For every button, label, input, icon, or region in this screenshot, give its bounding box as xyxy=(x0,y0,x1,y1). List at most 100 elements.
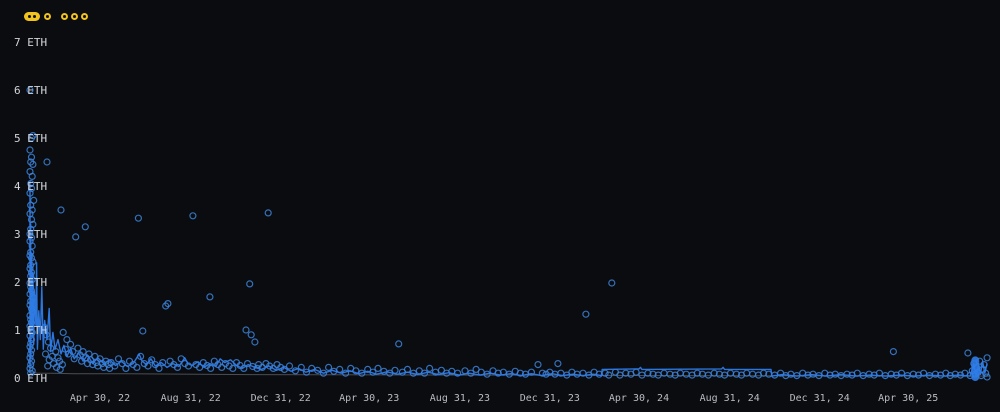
yellow-ring-icon[interactable] xyxy=(71,12,78,20)
sale-point[interactable] xyxy=(218,363,226,371)
sale-point[interactable] xyxy=(710,369,718,377)
sale-point[interactable] xyxy=(538,369,547,377)
sale-point[interactable] xyxy=(27,346,36,354)
sale-point[interactable] xyxy=(285,362,294,370)
sale-point[interactable] xyxy=(189,212,197,220)
sale-point[interactable] xyxy=(155,364,163,372)
sale-point[interactable] xyxy=(27,184,36,192)
sale-point[interactable] xyxy=(56,365,64,373)
sale-point[interactable] xyxy=(28,172,36,180)
end-cluster-bar[interactable] xyxy=(971,356,980,381)
sale-point[interactable] xyxy=(27,234,36,242)
sale-point[interactable] xyxy=(52,363,61,371)
sale-point[interactable] xyxy=(148,356,156,364)
sale-point[interactable] xyxy=(242,326,250,334)
sale-point[interactable] xyxy=(704,371,712,379)
sale-point[interactable] xyxy=(54,354,62,362)
sale-point[interactable] xyxy=(210,357,218,365)
sale-point[interactable] xyxy=(59,328,67,336)
sale-point[interactable] xyxy=(70,355,78,363)
sale-point[interactable] xyxy=(865,370,873,378)
sale-point[interactable] xyxy=(931,370,940,378)
sale-point[interactable] xyxy=(391,366,399,374)
sale-point[interactable] xyxy=(134,214,142,222)
yellow-pill-icon[interactable] xyxy=(24,11,40,21)
sale-point[interactable] xyxy=(374,364,382,372)
sale-point[interactable] xyxy=(246,280,254,288)
sale-point[interactable] xyxy=(302,368,311,376)
sale-point[interactable] xyxy=(264,209,272,217)
sale-point[interactable] xyxy=(164,300,172,308)
sale-point[interactable] xyxy=(27,369,35,377)
sale-point[interactable] xyxy=(693,369,701,377)
sale-point[interactable] xyxy=(28,206,36,214)
sale-point[interactable] xyxy=(608,279,616,287)
sale-point[interactable] xyxy=(897,369,906,377)
sale-point[interactable] xyxy=(247,331,255,339)
sale-point[interactable] xyxy=(207,364,215,372)
sale-point[interactable] xyxy=(41,350,50,358)
sale-point[interactable] xyxy=(314,366,322,374)
sale-point[interactable] xyxy=(715,370,724,378)
sale-point[interactable] xyxy=(649,370,657,378)
sale-point[interactable] xyxy=(44,362,52,370)
sale-point[interactable] xyxy=(29,160,37,168)
sale-point[interactable] xyxy=(72,233,80,241)
sale-point[interactable] xyxy=(951,370,959,378)
sale-point[interactable] xyxy=(887,370,895,378)
sale-point[interactable] xyxy=(395,340,403,348)
sale-point[interactable] xyxy=(139,327,147,335)
sale-point[interactable] xyxy=(229,364,237,372)
sale-point[interactable] xyxy=(732,370,741,378)
sale-point[interactable] xyxy=(748,370,757,378)
sale-point[interactable] xyxy=(759,369,768,377)
sale-point[interactable] xyxy=(325,363,333,371)
sale-point[interactable] xyxy=(206,293,214,301)
sale-point[interactable] xyxy=(534,361,542,369)
sale-point[interactable] xyxy=(63,336,71,344)
sale-point[interactable] xyxy=(66,340,75,348)
sale-point[interactable] xyxy=(27,153,36,161)
sale-point[interactable] xyxy=(666,370,674,378)
sale-point[interactable] xyxy=(79,348,87,356)
sale-point[interactable] xyxy=(352,367,360,375)
sale-point[interactable] xyxy=(682,370,690,378)
yellow-ring-icon[interactable] xyxy=(81,12,88,20)
sale-point[interactable] xyxy=(26,86,34,94)
sale-point[interactable] xyxy=(983,354,991,362)
sale-point[interactable] xyxy=(251,338,259,346)
sale-point[interactable] xyxy=(52,348,60,356)
sale-point[interactable] xyxy=(74,344,82,352)
sale-point[interactable] xyxy=(26,146,34,154)
sale-point[interactable] xyxy=(494,369,502,377)
sale-point[interactable] xyxy=(27,357,36,365)
sale-point[interactable] xyxy=(909,370,917,378)
sale-point[interactable] xyxy=(159,359,167,367)
sale-point[interactable] xyxy=(461,367,469,375)
sale-point[interactable] xyxy=(240,364,248,372)
sale-point[interactable] xyxy=(437,366,445,374)
sale-point[interactable] xyxy=(889,348,898,356)
sale-point[interactable] xyxy=(622,369,630,377)
sale-point[interactable] xyxy=(196,363,204,371)
sale-point[interactable] xyxy=(29,132,37,140)
sale-point[interactable] xyxy=(173,363,182,371)
sale-point[interactable] xyxy=(184,362,193,370)
sale-point[interactable] xyxy=(57,206,65,214)
sale-point[interactable] xyxy=(81,223,89,231)
sale-point[interactable] xyxy=(426,364,434,372)
sale-point[interactable] xyxy=(516,369,524,377)
yellow-ring-icon[interactable] xyxy=(61,12,68,20)
sale-point[interactable] xyxy=(243,360,252,368)
sale-point[interactable] xyxy=(269,364,277,372)
sale-point[interactable] xyxy=(133,363,141,371)
sale-point[interactable] xyxy=(319,369,328,377)
sale-point[interactable] xyxy=(111,362,119,370)
yellow-ring-icon[interactable] xyxy=(44,12,51,20)
sale-point[interactable] xyxy=(43,158,51,166)
sale-point[interactable] xyxy=(582,310,590,318)
sale-point[interactable] xyxy=(27,216,36,224)
sale-point[interactable] xyxy=(983,373,991,381)
sale-point[interactable] xyxy=(632,368,640,376)
